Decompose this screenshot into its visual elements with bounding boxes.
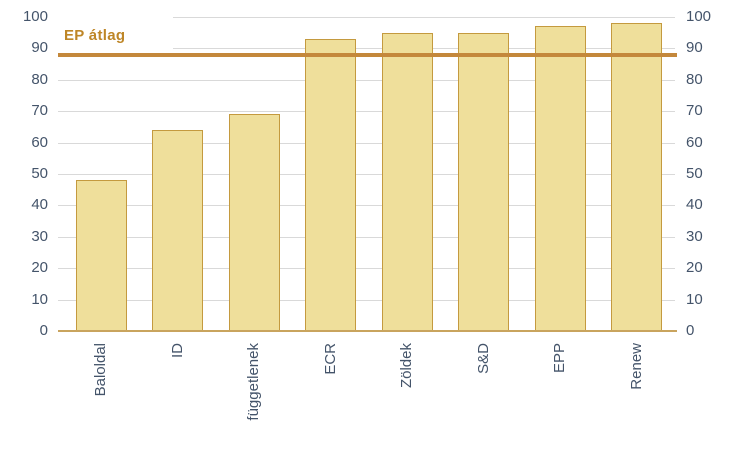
bar-Baloldal — [75, 180, 127, 331]
bar-ID — [152, 130, 204, 331]
gridline-60 — [58, 143, 675, 144]
ep-average-line — [58, 53, 677, 57]
gridline-10 — [58, 300, 675, 301]
x-label-S&D: S&D — [474, 343, 492, 374]
y-tick-left-10: 10 — [31, 291, 48, 308]
y-tick-left-100: 100 — [22, 8, 48, 25]
y-tick-right-60: 60 — [686, 134, 703, 151]
gridline-30 — [58, 237, 675, 238]
y-tick-left-30: 30 — [31, 228, 48, 245]
y-tick-right-50: 50 — [686, 165, 703, 182]
x-axis-line — [58, 330, 677, 332]
ep-average-label-background — [58, 8, 173, 50]
y-tick-right-100: 100 — [686, 8, 712, 25]
y-tick-left-50: 50 — [31, 165, 48, 182]
x-label-ID: ID — [168, 343, 186, 358]
gridline-50 — [58, 174, 675, 175]
gridline-90 — [58, 48, 675, 49]
y-tick-right-70: 70 — [686, 102, 703, 119]
y-tick-left-60: 60 — [31, 134, 48, 151]
bar-Zöldek — [381, 32, 433, 331]
gridline-80 — [58, 80, 675, 81]
y-tick-right-80: 80 — [686, 71, 703, 88]
x-label-függetlenek: függetlenek — [245, 343, 263, 421]
y-tick-right-20: 20 — [686, 259, 703, 276]
y-tick-right-40: 40 — [686, 196, 703, 213]
y-tick-left-0: 0 — [39, 322, 48, 339]
y-tick-right-0: 0 — [686, 322, 695, 339]
y-tick-right-90: 90 — [686, 39, 703, 56]
bar-S&D — [458, 32, 510, 331]
gridline-20 — [58, 268, 675, 269]
x-label-Zöldek: Zöldek — [398, 343, 416, 389]
gridline-100 — [58, 17, 675, 18]
x-label-Renew: Renew — [627, 343, 645, 390]
bar-függetlenek — [228, 114, 280, 331]
gridline-40 — [58, 205, 675, 206]
x-label-EPP: EPP — [551, 343, 569, 374]
y-tick-right-10: 10 — [686, 291, 703, 308]
y-tick-left-70: 70 — [31, 102, 48, 119]
ep-average-label: EP átlag — [64, 27, 126, 44]
y-tick-left-20: 20 — [31, 259, 48, 276]
bar-EPP — [534, 26, 586, 331]
bar-ECR — [305, 39, 357, 331]
y-tick-right-30: 30 — [686, 228, 703, 245]
gridline-70 — [58, 111, 675, 112]
x-label-Baloldal: Baloldal — [92, 343, 110, 397]
x-label-ECR: ECR — [321, 343, 339, 375]
y-tick-left-90: 90 — [31, 39, 48, 56]
y-tick-left-80: 80 — [31, 71, 48, 88]
bar-Renew — [611, 23, 663, 331]
y-tick-left-40: 40 — [31, 196, 48, 213]
